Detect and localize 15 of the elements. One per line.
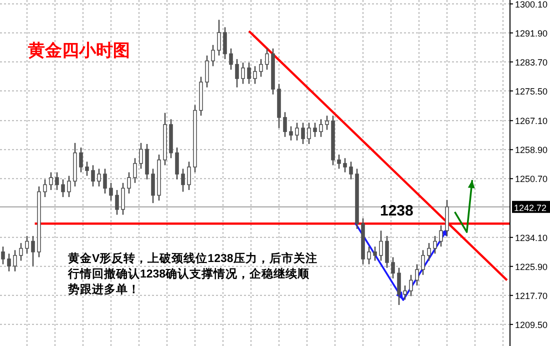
text: 黄金四小时图 (27, 41, 130, 60)
y-tick-label: 1283.70 (515, 57, 548, 68)
y-tick-label: 1258.90 (515, 145, 548, 156)
ref-line-label: 1238 (380, 202, 414, 220)
y-tick-label: 1217.70 (515, 290, 548, 301)
annotation: 黄金V形反转，上破颈线位1238压力，后市关注行情回撤确认1238确认支撑情况，企稳继续顺势跟进多单！ (67, 251, 318, 296)
y-tick-label: 1291.90 (515, 28, 548, 38)
y-tick-label: 1267.10 (515, 116, 548, 126)
y-tick-label: 1209.50 (515, 320, 548, 330)
y-tick-label: 1275.50 (515, 86, 548, 96)
y-tick-label: 1250.70 (515, 174, 548, 184)
y-tick-label: 1234.10 (515, 232, 548, 243)
y-tick-label: 1300.10 (515, 0, 548, 10)
ref-line-label: 1242.72 (514, 202, 547, 213)
y-tick-label: 1225.90 (515, 262, 548, 272)
